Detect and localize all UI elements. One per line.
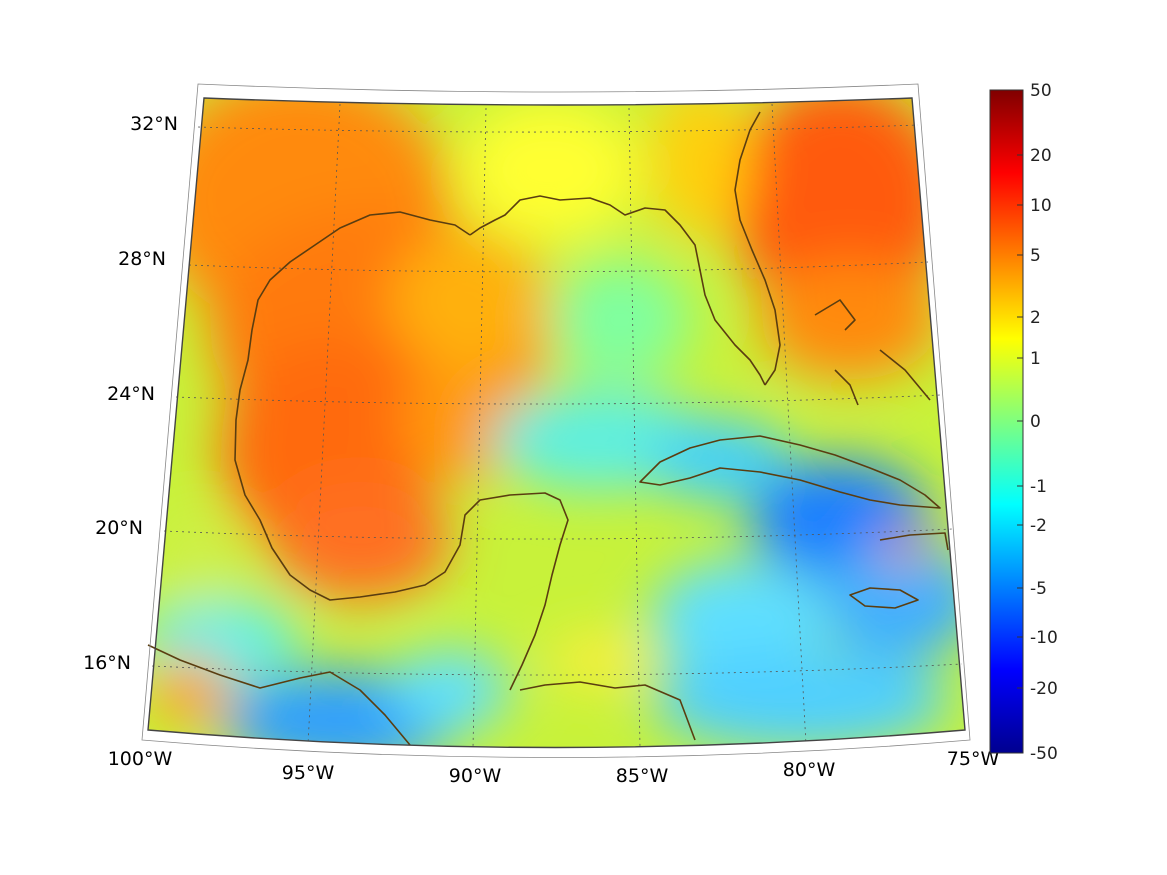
map-frame (147, 97, 966, 749)
longitude-labels: 100°W 95°W 90°W 85°W 80°W 75°W (108, 748, 1000, 787)
colorbar-tick-label: -10 (1030, 628, 1058, 648)
lat-label-24n: 24°N (107, 383, 155, 405)
lat-label-32n: 32°N (130, 113, 178, 135)
colorbar-tick-label: -50 (1030, 744, 1058, 764)
colorbar-tick-label: 20 (1030, 146, 1052, 166)
lon-label-100w: 100°W (108, 748, 173, 770)
colorbar-tick-label: -5 (1030, 579, 1047, 599)
colorbar-tick-label: -20 (1030, 679, 1058, 699)
lon-label-90w: 90°W (449, 765, 502, 787)
colorbar-tick-label: 1 (1030, 349, 1041, 369)
colorbar-tick-label: -2 (1030, 516, 1047, 536)
lon-label-85w: 85°W (616, 765, 669, 787)
data-field (148, 98, 965, 748)
latitude-labels: 32°N 28°N 24°N 20°N 16°N (83, 113, 178, 674)
map-border (141, 83, 971, 758)
coastlines (147, 111, 949, 746)
colorbar-tick-label: 0 (1030, 412, 1041, 432)
lat-label-16n: 16°N (83, 652, 131, 674)
lon-label-80w: 80°W (783, 759, 836, 781)
lat-label-20n: 20°N (95, 517, 143, 539)
colorbar-tick-label: 5 (1030, 246, 1041, 266)
graticule (151, 103, 963, 749)
colorbar-tick-label: -1 (1030, 477, 1047, 497)
lat-label-28n: 28°N (118, 248, 166, 270)
colorbar-tick-label: 50 (1030, 81, 1052, 101)
colorbar-tick-label: 2 (1030, 308, 1041, 328)
lon-label-75w: 75°W (947, 748, 1000, 770)
colorbar-tick-label: 10 (1030, 196, 1052, 216)
lon-label-95w: 95°W (282, 762, 335, 784)
